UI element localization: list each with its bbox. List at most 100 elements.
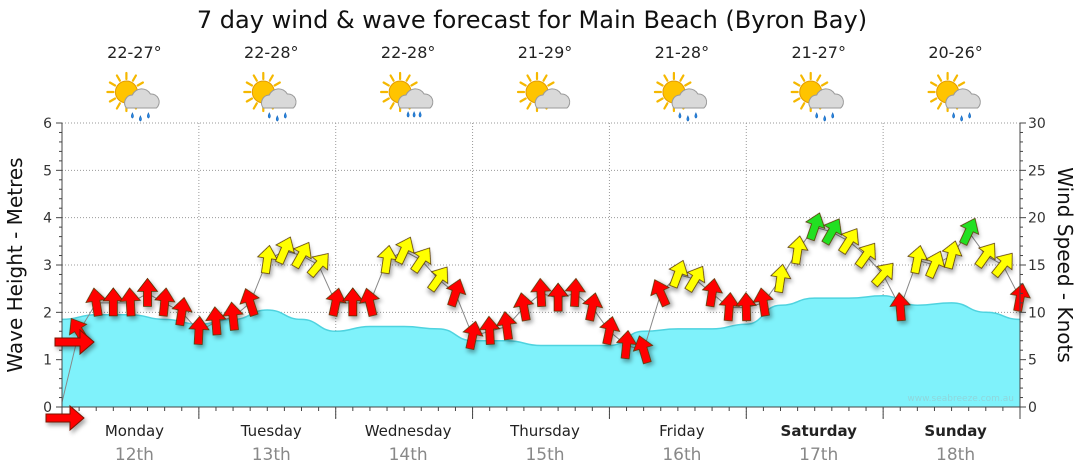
sun-ray bbox=[800, 102, 806, 110]
wind-arrow-shape bbox=[341, 287, 364, 317]
sun-ray bbox=[405, 74, 411, 82]
wind-arrow-shape bbox=[85, 287, 107, 317]
sun-ray bbox=[519, 97, 527, 103]
wind-arrow bbox=[256, 244, 279, 275]
sun-ray bbox=[936, 102, 943, 110]
wind-arrow bbox=[668, 259, 689, 289]
sun-ray bbox=[929, 97, 938, 103]
wind-arrow-shape bbox=[256, 244, 279, 275]
wind-arrow bbox=[582, 292, 604, 322]
rain-drop bbox=[139, 115, 142, 122]
sun-ray bbox=[793, 81, 801, 87]
day-name-label: Thursday bbox=[509, 422, 580, 440]
wind-arrow-shape bbox=[359, 287, 381, 317]
day-name-label: Tuesday bbox=[240, 422, 302, 440]
day-temperature: 21-29° bbox=[518, 43, 573, 62]
wind-arrow-shape bbox=[394, 236, 415, 265]
sun-ray bbox=[245, 81, 254, 87]
rain-drop bbox=[815, 112, 819, 119]
wind-arrow-shape bbox=[770, 263, 792, 294]
wind-arrow bbox=[445, 278, 467, 308]
wind-arrow-shape bbox=[530, 277, 552, 308]
rain-drop bbox=[418, 111, 422, 118]
day-temperature: 21-27° bbox=[791, 43, 846, 62]
wind-arrow-shape bbox=[925, 250, 946, 280]
wind-arrow bbox=[821, 218, 842, 246]
sun-ray bbox=[663, 102, 669, 110]
wind-arrow bbox=[85, 287, 107, 317]
day-date-label: 13th bbox=[252, 445, 291, 465]
wind-arrow bbox=[941, 240, 963, 270]
wind-arrow-shape bbox=[599, 315, 621, 346]
wind-arrow-shape bbox=[275, 236, 295, 265]
cloud-shape bbox=[534, 88, 571, 109]
wind-arrow bbox=[341, 287, 364, 317]
sun-ray bbox=[542, 74, 548, 82]
cloud-shape bbox=[124, 88, 160, 109]
wind-arrow bbox=[359, 287, 381, 317]
wind-arrow-shape bbox=[136, 277, 159, 307]
cloud-shape bbox=[671, 88, 708, 109]
wind-arrow-shape bbox=[752, 287, 774, 317]
sun-ray bbox=[820, 81, 829, 87]
watermark: www.seabreeze.com.au bbox=[907, 394, 1014, 404]
wind-arrow bbox=[427, 266, 449, 293]
rain-drop bbox=[267, 112, 271, 119]
partly-cloudy-icon bbox=[516, 71, 571, 113]
wind-arrow bbox=[735, 291, 758, 322]
wind-arrow-shape bbox=[991, 252, 1013, 279]
partly-cloudy-showers-icon bbox=[927, 71, 981, 122]
wind-arrow-shape bbox=[239, 288, 260, 318]
wind-arrow-shape bbox=[154, 287, 176, 317]
rain-drop bbox=[283, 112, 287, 119]
y-axis-label-left: Wave Height - Metres bbox=[3, 157, 27, 372]
rain-drop bbox=[694, 112, 698, 119]
wind-arrow bbox=[752, 287, 774, 317]
wind-arrow bbox=[837, 228, 859, 255]
day-date-label: 12th bbox=[115, 445, 154, 465]
chart-axes: 0 1 2 3 4 5 6 0 5 10 15 20 25 30 bbox=[43, 116, 1046, 419]
wind-arrow-shape bbox=[171, 296, 193, 327]
wind-arrow bbox=[478, 315, 501, 345]
wind-arrow bbox=[889, 291, 911, 322]
sun-ray bbox=[800, 74, 806, 82]
left-axis-tick-label: 0 bbox=[43, 400, 52, 416]
wind-arrow-shape bbox=[787, 235, 809, 265]
sun-ray bbox=[793, 97, 801, 103]
x-axis-day-labels: Monday 12th Tuesday 13th Wednesday 14th Thursd… bbox=[105, 422, 987, 465]
left-axis-tick-label: 6 bbox=[43, 116, 52, 132]
wind-direction-arrows bbox=[69, 212, 1031, 365]
wind-arrow-shape bbox=[889, 291, 911, 322]
left-axis-tick-label: 4 bbox=[43, 211, 52, 227]
sun-ray bbox=[816, 74, 822, 82]
right-axis-tick-label: 15 bbox=[1028, 258, 1046, 274]
wave-area-fill bbox=[62, 295, 1020, 407]
wind-arrow-shape bbox=[668, 259, 689, 289]
sun-ray bbox=[136, 81, 144, 87]
wind-arrow-shape bbox=[941, 240, 963, 270]
wind-arrow-shape bbox=[854, 242, 876, 269]
wind-arrow bbox=[959, 217, 980, 246]
sun-ray bbox=[526, 102, 532, 110]
sun-ray bbox=[410, 81, 418, 87]
wind-arrow bbox=[650, 279, 671, 308]
sun-ray bbox=[252, 102, 258, 110]
sun-ray bbox=[547, 81, 555, 87]
wind-arrow-shape bbox=[512, 292, 535, 322]
rain-drop bbox=[686, 115, 690, 122]
wind-arrow-shape bbox=[701, 277, 724, 308]
wind-arrow-shape bbox=[564, 277, 587, 308]
left-edge-arrow-upper bbox=[54, 328, 95, 356]
y-axis-label-right: Wind Speed - Knots bbox=[1053, 167, 1077, 363]
sun-ray bbox=[519, 81, 527, 87]
day-name-label: Wednesday bbox=[365, 422, 452, 440]
wind-arrow-shape bbox=[102, 287, 125, 317]
wind-arrow bbox=[325, 287, 347, 317]
wind-arrow bbox=[394, 236, 415, 265]
wind-arrow bbox=[512, 292, 535, 322]
wind-arrow bbox=[530, 277, 552, 308]
sun-ray bbox=[245, 97, 254, 103]
rain-drop bbox=[406, 111, 410, 118]
partly-cloudy-rain-icon bbox=[380, 71, 434, 118]
wind-arrow-shape bbox=[907, 244, 929, 275]
